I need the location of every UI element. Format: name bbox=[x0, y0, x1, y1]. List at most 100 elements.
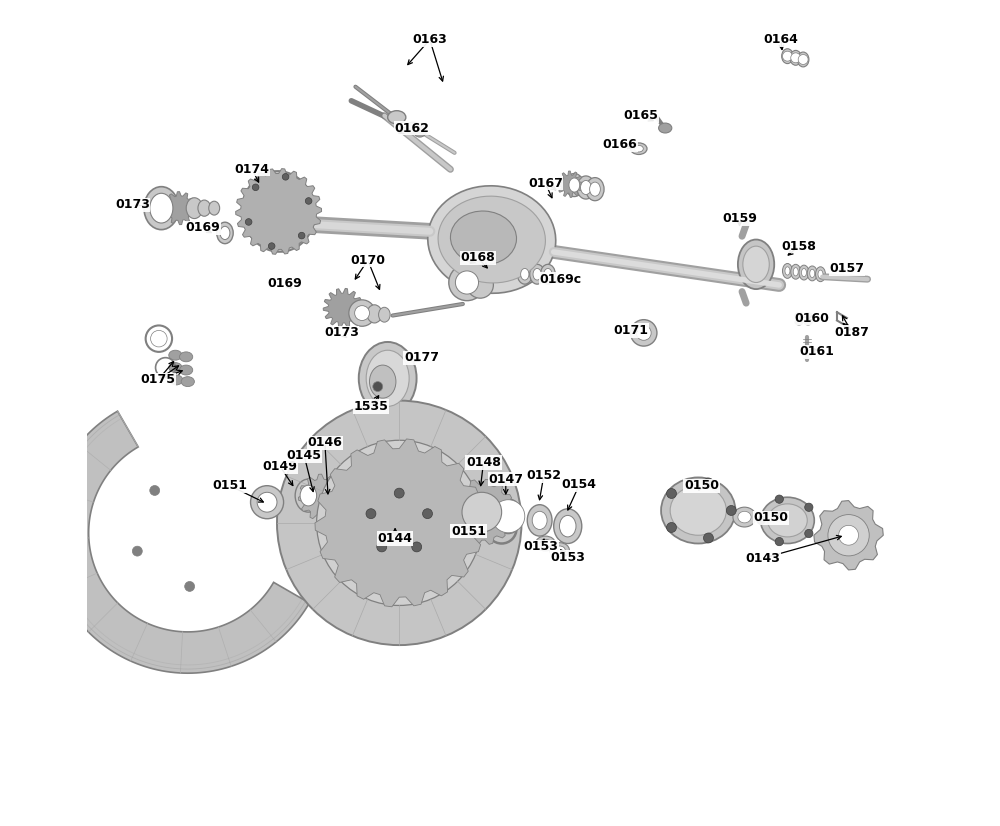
Text: 0154: 0154 bbox=[562, 478, 597, 491]
Circle shape bbox=[282, 173, 289, 180]
Ellipse shape bbox=[733, 507, 756, 527]
Ellipse shape bbox=[366, 350, 409, 406]
Text: 0151: 0151 bbox=[451, 525, 486, 538]
Ellipse shape bbox=[565, 173, 583, 197]
Circle shape bbox=[305, 197, 312, 204]
Ellipse shape bbox=[530, 264, 545, 284]
Ellipse shape bbox=[785, 267, 790, 275]
Circle shape bbox=[703, 478, 713, 488]
Circle shape bbox=[277, 401, 521, 645]
Ellipse shape bbox=[586, 178, 604, 201]
Circle shape bbox=[839, 525, 858, 545]
Ellipse shape bbox=[768, 504, 807, 537]
Text: 0174: 0174 bbox=[235, 163, 270, 176]
Ellipse shape bbox=[242, 171, 315, 252]
Text: 0175: 0175 bbox=[141, 373, 176, 387]
Ellipse shape bbox=[791, 264, 801, 279]
Circle shape bbox=[462, 492, 502, 532]
Ellipse shape bbox=[581, 180, 591, 194]
Ellipse shape bbox=[761, 497, 814, 544]
Ellipse shape bbox=[180, 352, 193, 362]
Text: 0187: 0187 bbox=[834, 325, 869, 339]
Text: 0153: 0153 bbox=[524, 540, 559, 553]
Circle shape bbox=[132, 546, 142, 556]
Circle shape bbox=[703, 533, 713, 543]
Text: 0167: 0167 bbox=[528, 177, 563, 190]
Ellipse shape bbox=[462, 488, 502, 536]
Ellipse shape bbox=[743, 246, 769, 282]
Polygon shape bbox=[298, 474, 345, 520]
Circle shape bbox=[298, 232, 305, 239]
Text: 0153: 0153 bbox=[550, 551, 585, 564]
Circle shape bbox=[377, 542, 387, 552]
Text: 0161: 0161 bbox=[799, 345, 834, 358]
Text: 0173: 0173 bbox=[115, 198, 150, 211]
Text: 0169: 0169 bbox=[185, 221, 220, 235]
Ellipse shape bbox=[818, 270, 823, 278]
Ellipse shape bbox=[521, 268, 529, 280]
Text: 0150: 0150 bbox=[753, 511, 788, 525]
Ellipse shape bbox=[198, 200, 211, 216]
Circle shape bbox=[667, 523, 676, 533]
Text: 0169c: 0169c bbox=[539, 273, 581, 286]
Polygon shape bbox=[557, 171, 583, 197]
Circle shape bbox=[268, 243, 275, 249]
Ellipse shape bbox=[634, 145, 643, 152]
Circle shape bbox=[349, 300, 375, 326]
Polygon shape bbox=[47, 411, 309, 673]
Ellipse shape bbox=[738, 240, 774, 289]
Ellipse shape bbox=[428, 186, 556, 293]
Text: 0162: 0162 bbox=[394, 121, 429, 135]
Ellipse shape bbox=[577, 176, 595, 199]
Circle shape bbox=[798, 55, 808, 64]
Ellipse shape bbox=[550, 543, 569, 558]
Ellipse shape bbox=[450, 211, 517, 265]
Circle shape bbox=[150, 486, 160, 496]
Ellipse shape bbox=[804, 312, 812, 318]
Text: 0144: 0144 bbox=[378, 532, 413, 545]
Circle shape bbox=[631, 320, 657, 346]
Polygon shape bbox=[163, 192, 196, 225]
Circle shape bbox=[252, 184, 259, 191]
Ellipse shape bbox=[300, 485, 317, 506]
Ellipse shape bbox=[544, 268, 552, 280]
Ellipse shape bbox=[569, 178, 580, 192]
Ellipse shape bbox=[559, 515, 576, 537]
Circle shape bbox=[449, 264, 485, 301]
Ellipse shape bbox=[517, 264, 532, 284]
Circle shape bbox=[828, 515, 869, 556]
Ellipse shape bbox=[388, 111, 406, 124]
Text: 0145: 0145 bbox=[287, 449, 322, 463]
Circle shape bbox=[805, 529, 813, 538]
Ellipse shape bbox=[540, 264, 555, 284]
Ellipse shape bbox=[795, 319, 803, 325]
Ellipse shape bbox=[793, 268, 798, 276]
Ellipse shape bbox=[209, 202, 220, 215]
Ellipse shape bbox=[790, 50, 801, 65]
Circle shape bbox=[775, 495, 783, 503]
Ellipse shape bbox=[328, 491, 341, 508]
Ellipse shape bbox=[369, 365, 396, 398]
Ellipse shape bbox=[405, 122, 422, 134]
Ellipse shape bbox=[799, 265, 809, 280]
Circle shape bbox=[757, 516, 765, 525]
Ellipse shape bbox=[379, 307, 390, 322]
Ellipse shape bbox=[554, 509, 582, 544]
Ellipse shape bbox=[169, 350, 182, 360]
Circle shape bbox=[251, 486, 284, 519]
Ellipse shape bbox=[801, 268, 806, 277]
Circle shape bbox=[636, 325, 651, 340]
Text: 0143: 0143 bbox=[745, 552, 780, 565]
Ellipse shape bbox=[540, 539, 551, 548]
Ellipse shape bbox=[170, 375, 183, 385]
Text: 0165: 0165 bbox=[624, 109, 659, 122]
Ellipse shape bbox=[181, 377, 194, 387]
Ellipse shape bbox=[367, 305, 382, 323]
Ellipse shape bbox=[816, 267, 825, 282]
Ellipse shape bbox=[169, 363, 182, 373]
Text: 0177: 0177 bbox=[404, 351, 439, 364]
Ellipse shape bbox=[807, 266, 817, 281]
Ellipse shape bbox=[795, 312, 803, 318]
Circle shape bbox=[394, 488, 404, 498]
Circle shape bbox=[791, 53, 801, 63]
